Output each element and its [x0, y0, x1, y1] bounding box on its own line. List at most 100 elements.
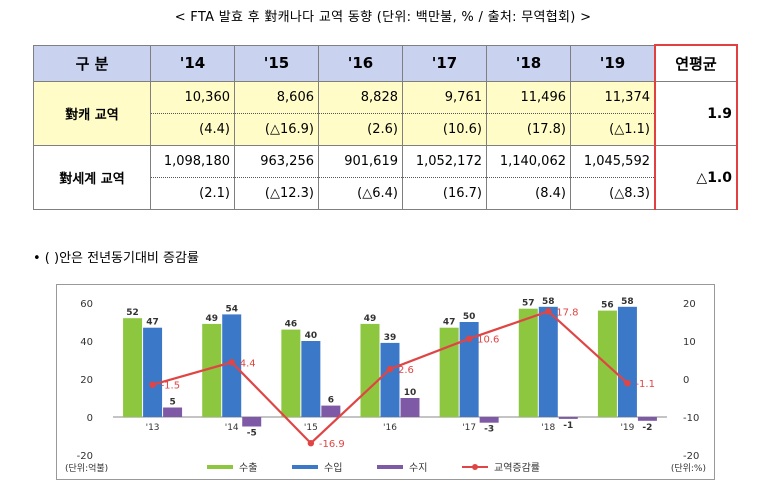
header-year: '15 [234, 44, 319, 82]
table-cell-average: △1.0 [654, 145, 738, 210]
chart-frame: 60 40 20 0 -20 20 10 0 -10 -20 52 47 5 '13 49 54 -5 '14 46… [56, 284, 715, 480]
left-tick-label: 60 [80, 299, 93, 310]
bar-data-label: 49 [364, 314, 377, 324]
table-cell: (△12.3) [234, 177, 319, 210]
header-average: 연평균 [654, 44, 738, 82]
table-cell: 1,140,062 [486, 145, 571, 178]
right-tick-label: 10 [683, 337, 696, 348]
bar-수지 [321, 405, 341, 417]
left-tick-label: 40 [80, 337, 93, 348]
x-tick-label: '15 [304, 423, 318, 433]
bar-data-label: -3 [484, 425, 494, 435]
table-cell: (16.7) [402, 177, 487, 210]
left-tick-label: -20 [77, 451, 93, 462]
line-data-label: 2.6 [398, 365, 414, 376]
table-cell: 11,496 [486, 81, 571, 114]
header-category: 구 분 [33, 44, 151, 82]
table-cell: 11,374 [570, 81, 656, 114]
legend-swatch-marker [472, 464, 478, 470]
legend-swatch [207, 465, 233, 469]
bar-data-label: 54 [225, 304, 238, 314]
table-cell: 8,828 [318, 81, 403, 114]
row-label: 對캐 교역 [33, 81, 151, 146]
bar-data-label: 56 [601, 301, 614, 311]
bar-수지 [558, 417, 578, 419]
right-tick-label: -20 [683, 451, 699, 462]
bar-data-label: 49 [205, 314, 218, 324]
bar-data-label: 6 [328, 396, 334, 406]
legend-swatch [377, 465, 403, 469]
table-row: (2.1) (△12.3) (△6.4) (16.7) (8.4) (△8.3) [34, 177, 738, 210]
table-cell: 10,360 [150, 81, 235, 114]
left-unit-label: (단위:억불) [65, 462, 108, 474]
bar-수입 [380, 342, 400, 417]
left-tick-label: 20 [80, 375, 93, 386]
table-cell: 901,619 [318, 145, 403, 178]
table-cell: (△6.4) [318, 177, 403, 210]
bar-data-label: 47 [146, 318, 159, 328]
table-cell: (△16.9) [234, 113, 319, 146]
bar-수출 [518, 308, 538, 417]
bar-data-label: 58 [542, 297, 555, 307]
bar-수입 [459, 322, 479, 417]
line-data-label: -16.9 [319, 439, 345, 450]
x-tick-label: '16 [383, 423, 397, 433]
line-point [465, 335, 473, 342]
x-tick-label: '18 [541, 423, 555, 433]
bar-data-label: 40 [305, 331, 318, 341]
legend-label: 수출 [239, 462, 257, 474]
header-year: '19 [570, 44, 656, 82]
bar-수입 [143, 327, 163, 417]
left-tick-label: 0 [87, 413, 93, 424]
right-tick-label: 20 [683, 299, 696, 310]
table-cell: (2.6) [318, 113, 403, 146]
table-row: 對캐 교역 10,360 8,606 8,828 9,761 11,496 11… [33, 81, 738, 146]
bar-수지 [637, 417, 657, 421]
line-data-label: 17.8 [556, 307, 578, 318]
bar-수지 [400, 398, 420, 417]
legend-swatch [292, 465, 318, 469]
x-tick-label: '14 [225, 423, 239, 433]
bar-data-label: 10 [404, 388, 417, 398]
legend-label: 수지 [409, 462, 427, 474]
trade-table: 구 분 '14 '15 '16 '17 '18 '19 연평균 對캐 교역 10… [33, 44, 738, 210]
bar-수출 [281, 329, 301, 417]
line-data-label: 4.4 [240, 358, 256, 369]
footnote: • ( )안은 전년동기대비 증감률 [33, 251, 199, 266]
table-row: (4.4) (△16.9) (2.6) (10.6) (17.8) (△1.1) [34, 113, 738, 146]
x-tick-label: '19 [620, 423, 634, 433]
line-point [545, 308, 552, 315]
bar-수출 [360, 323, 380, 417]
legend-label: 수입 [324, 461, 342, 474]
bar-수입 [617, 306, 637, 417]
bar-수지 [163, 407, 183, 417]
table-cell: (8.4) [486, 177, 571, 210]
bar-data-label: -1 [563, 421, 573, 431]
bar-수입 [301, 341, 321, 417]
table-cell: 1,098,180 [150, 145, 235, 178]
table-cell: (4.4) [150, 113, 235, 146]
line-point [228, 359, 235, 366]
line-point [386, 365, 394, 373]
right-unit-label: (단위:%) [671, 463, 706, 474]
table-cell: 9,761 [402, 81, 487, 114]
bar-data-label: -5 [247, 429, 257, 439]
legend-label: 교역증감률 [494, 462, 540, 474]
bar-data-label: 50 [463, 312, 476, 322]
bar-data-label: 47 [443, 318, 456, 328]
bar-수출 [202, 323, 222, 417]
table-cell-average: 1.9 [654, 81, 738, 146]
header-year: '17 [402, 44, 487, 82]
table-cell: 1,052,172 [402, 145, 487, 178]
table-cell: (17.8) [486, 113, 571, 146]
table-cell: (2.1) [150, 177, 235, 210]
table-title: < FTA 발효 후 對캐나다 교역 동향 (단위: 백만불, % / 출처: … [174, 10, 592, 25]
bar-data-label: 5 [169, 398, 175, 408]
line-data-label: -1.5 [161, 381, 181, 392]
table-cell: (△8.3) [570, 177, 656, 210]
table-cell: 8,606 [234, 81, 319, 114]
header-year: '16 [318, 44, 403, 82]
bar-data-label: 39 [384, 333, 397, 343]
line-point [624, 379, 631, 387]
line-data-label: 10.6 [477, 335, 499, 346]
